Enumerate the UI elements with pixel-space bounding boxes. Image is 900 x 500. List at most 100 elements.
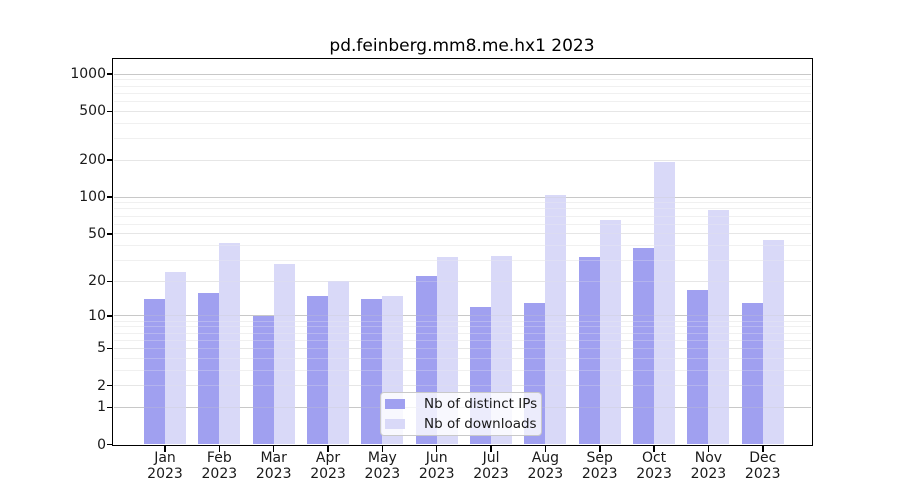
- gridline: [113, 347, 811, 349]
- y-tick-label: 2: [97, 377, 106, 394]
- x-tick-label: Oct 2023: [619, 450, 689, 483]
- bar-distinct-ips: [252, 315, 274, 445]
- bar-downloads: [165, 271, 186, 445]
- x-tick-mark: [327, 446, 329, 452]
- bar-distinct-ips: [687, 289, 709, 445]
- x-tick-year: 2023: [473, 466, 509, 482]
- legend-item-downloads: Nb of downloads: [385, 416, 541, 433]
- gridline: [113, 92, 811, 94]
- gridline: [113, 196, 811, 198]
- gridline: [113, 122, 811, 124]
- gridline: [113, 79, 811, 81]
- gridline: [113, 196, 811, 198]
- gridline: [113, 357, 811, 359]
- gridline: [113, 326, 811, 328]
- gridline: [113, 159, 811, 161]
- x-tick-label: Dec 2023: [728, 450, 798, 483]
- x-tick-month: Mar: [260, 449, 287, 466]
- y-tick-mark: [106, 196, 113, 198]
- y-tick-label: 10: [88, 307, 106, 324]
- x-tick-label: Feb 2023: [184, 450, 254, 483]
- x-tick-year: 2023: [310, 466, 346, 482]
- gridline: [113, 385, 811, 387]
- bar-downloads: [219, 242, 241, 445]
- gridline: [113, 85, 811, 87]
- gridline: [113, 339, 811, 341]
- gridline: [113, 138, 811, 140]
- y-tick-label: 20: [88, 273, 106, 290]
- gridline: [113, 122, 811, 124]
- x-tick-month: Jan: [154, 449, 176, 466]
- gridline: [113, 159, 811, 161]
- x-tick-mark: [653, 446, 655, 452]
- x-tick-label: Apr 2023: [293, 450, 363, 483]
- bar-downloads: [654, 161, 676, 445]
- plot-area: [113, 59, 812, 445]
- bar-downloads: [328, 281, 350, 445]
- bar-downloads: [273, 264, 295, 445]
- x-tick-month: Aug: [531, 449, 560, 466]
- gridline: [113, 85, 811, 87]
- x-tick-year: 2023: [581, 466, 618, 482]
- gridline: [113, 385, 811, 387]
- gridline: [113, 280, 811, 282]
- gridline: [113, 280, 811, 282]
- y-tick-mark: [106, 406, 113, 409]
- bar-distinct-ips: [633, 248, 655, 445]
- legend-item-distinct-ips: Nb of distinct IPs: [385, 396, 541, 413]
- y-tick-label: 200: [79, 152, 106, 169]
- y-tick-mark: [106, 443, 113, 446]
- x-tick-month: Sep: [586, 449, 613, 466]
- y-tick-mark: [106, 110, 113, 113]
- gridline: [113, 101, 811, 103]
- y-tick-mark: [106, 280, 113, 283]
- y-tick-label: 0: [97, 436, 106, 453]
- gridline: [113, 332, 811, 334]
- x-tick-mark: [598, 446, 601, 452]
- bar-distinct-ips: [307, 295, 329, 445]
- x-tick-label: Jan 2023: [130, 450, 200, 483]
- x-tick-month: Apr: [315, 449, 341, 466]
- x-tick-year: 2023: [147, 466, 183, 482]
- gridline: [113, 320, 811, 322]
- x-tick-mark: [435, 446, 438, 452]
- x-tick-month: Nov: [694, 449, 723, 466]
- gridline-overlay-layer: [113, 60, 811, 445]
- legend-label-distinct-ips: Nb of distinct IPs: [424, 396, 538, 412]
- bars-layer: [114, 60, 812, 445]
- gridline: [113, 347, 811, 349]
- x-tick-month: Jun: [425, 449, 448, 466]
- gridline: [113, 101, 811, 103]
- bar-downloads: [762, 240, 784, 445]
- legend-swatch-distinct-ips: [385, 399, 405, 409]
- gridline: [113, 215, 811, 217]
- bar-distinct-ips: [198, 292, 220, 445]
- gridline: [113, 79, 811, 81]
- bar-downloads: [708, 210, 730, 445]
- gridline: [113, 110, 811, 112]
- x-tick-year: 2023: [364, 466, 401, 482]
- bar-distinct-ips: [578, 257, 600, 445]
- gridline: [113, 92, 811, 94]
- x-tick-year: 2023: [418, 466, 455, 482]
- y-tick-mark: [106, 315, 113, 317]
- x-tick-month: Jul: [482, 449, 500, 466]
- gridline: [113, 357, 811, 359]
- gridline: [113, 202, 811, 204]
- gridline: [113, 208, 811, 210]
- gridline: [113, 202, 811, 204]
- y-tick-label: 50: [88, 225, 106, 242]
- y-tick-mark: [106, 159, 113, 162]
- legend-label-downloads: Nb of downloads: [424, 416, 537, 432]
- bar-distinct-ips: [361, 299, 383, 445]
- y-tick-label: 1: [97, 399, 106, 416]
- y-tick-label: 500: [79, 103, 106, 120]
- gridline: [113, 369, 811, 371]
- x-tick-month: May: [367, 449, 397, 466]
- x-tick-month: Oct: [641, 449, 667, 466]
- x-tick-label: Jun 2023: [402, 450, 472, 483]
- gridline: [113, 339, 811, 341]
- x-tick-mark: [218, 446, 221, 452]
- x-tick-year: 2023: [744, 466, 781, 482]
- x-tick-label: Mar 2023: [239, 450, 309, 483]
